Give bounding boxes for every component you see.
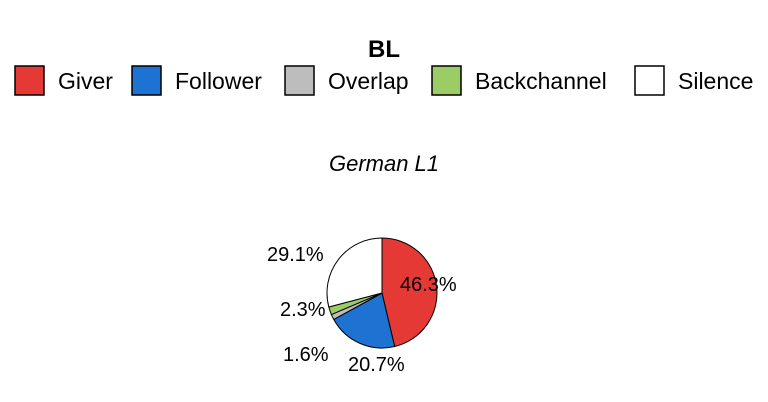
data-label-overlap: 1.6% xyxy=(283,344,329,366)
chart-subtitle: German L1 xyxy=(329,151,439,176)
legend-swatch-silence xyxy=(634,65,665,96)
legend: Giver Follower Overlap Backchannel Silence xyxy=(14,65,753,96)
pie-slice-follower xyxy=(333,292,396,349)
pie-slice-giver xyxy=(381,237,438,348)
legend-label-silence: Silence xyxy=(678,68,753,94)
legend-swatch-follower xyxy=(131,65,162,96)
pie-slice-silence xyxy=(326,237,383,308)
data-label-silence: 29.1% xyxy=(267,244,324,266)
chart-title: BL xyxy=(368,36,400,63)
data-labels: 46.3% 20.7% 1.6% 2.3% 29.1% xyxy=(267,244,457,376)
legend-swatch-giver xyxy=(14,65,45,96)
legend-label-follower: Follower xyxy=(175,68,262,94)
pie xyxy=(326,237,438,349)
data-label-follower: 20.7% xyxy=(348,354,405,376)
legend-swatch-backchannel xyxy=(431,65,462,96)
legend-label-backchannel: Backchannel xyxy=(475,68,607,94)
legend-label-giver: Giver xyxy=(58,68,113,94)
legend-swatch-overlap xyxy=(284,65,315,96)
data-label-giver: 46.3% xyxy=(400,274,457,296)
data-label-backchannel: 2.3% xyxy=(280,299,326,321)
legend-label-overlap: Overlap xyxy=(328,68,409,94)
